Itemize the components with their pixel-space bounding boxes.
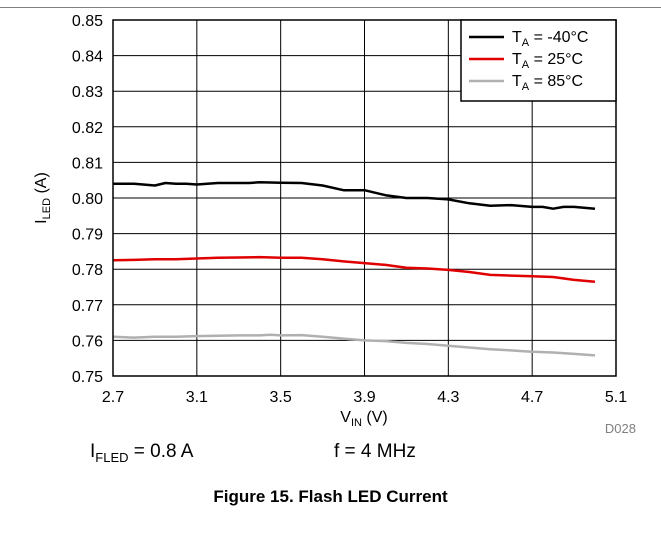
y-tick-labels: 0.75 0.76 0.77 0.78 0.79 0.80 0.81 0.82 0.83 0.84…	[72, 13, 103, 386]
legend-label-0: TA = -40°C	[512, 29, 588, 49]
x-tick-label: 5.1	[605, 389, 627, 406]
legend: TA = -40°CTA = 25°CTA = 85°C	[460, 19, 617, 102]
x-tick-label: 4.7	[521, 389, 543, 406]
x-tick-label: 3.5	[270, 389, 292, 406]
x-tick-label: 4.3	[437, 389, 459, 406]
y-tick-label: 0.81	[72, 155, 103, 172]
y-tick-label: 0.77	[72, 298, 103, 315]
series-lines	[112, 181, 596, 357]
y-tick-label: 0.82	[72, 120, 103, 137]
top-rule	[0, 7, 661, 8]
y-tick-label: 0.78	[72, 262, 103, 279]
y-axis-label: ILED (A)	[33, 172, 53, 224]
figure-code: D028	[605, 421, 636, 436]
x-tick-label: 2.7	[102, 389, 124, 406]
x-tick-label: 3.1	[186, 389, 208, 406]
legend-label-1: TA = 25°C	[512, 51, 583, 71]
figure-caption: Figure 15. Flash LED Current	[213, 487, 448, 506]
y-tick-label: 0.85	[72, 13, 103, 30]
plot-frame	[112, 19, 617, 377]
series-line-1	[112, 255, 596, 283]
condition-current: IFLED = 0.8 A	[90, 441, 194, 465]
x-axis-label: VIN (V)	[340, 409, 387, 429]
legend-label-2: TA = 85°C	[512, 73, 583, 93]
condition-frequency: f = 4 MHz	[334, 441, 416, 462]
y-tick-label: 0.76	[72, 333, 103, 350]
series-line-0	[113, 181, 596, 210]
y-tick-label: 0.75	[72, 369, 103, 386]
x-tick-label: 3.9	[353, 389, 375, 406]
x-tick-labels: 2.7 3.1 3.5 3.9 4.3 4.7 5.1	[102, 389, 627, 406]
y-tick-label: 0.84	[72, 49, 103, 66]
y-tick-label: 0.83	[72, 84, 103, 101]
y-tick-label: 0.79	[72, 227, 103, 244]
y-tick-label: 0.80	[72, 191, 103, 208]
series-line-2	[112, 333, 596, 357]
legend-box	[460, 19, 617, 102]
